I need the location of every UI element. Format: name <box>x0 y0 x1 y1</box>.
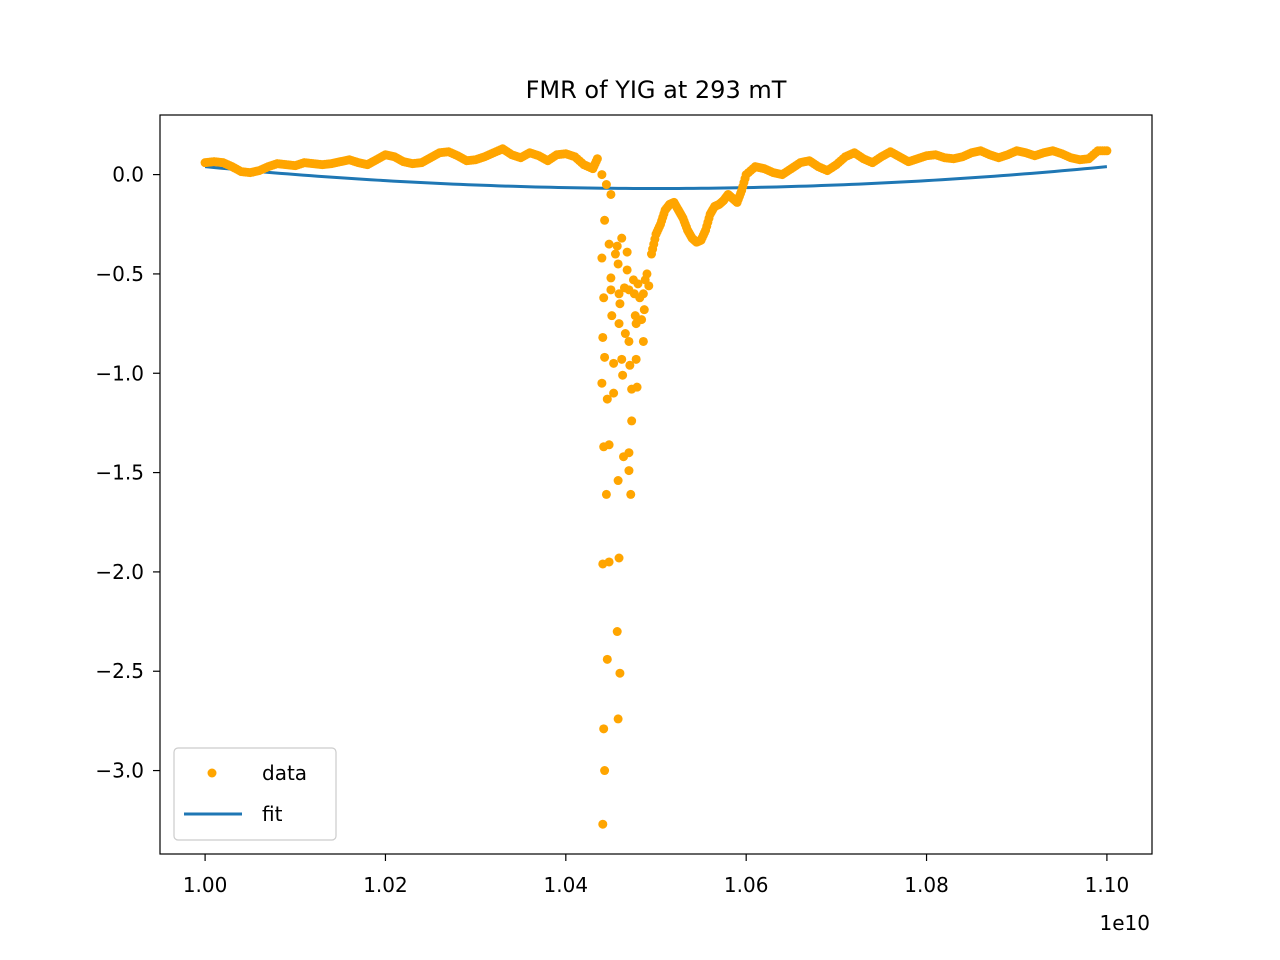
x-tick-label: 1.10 <box>1085 873 1130 897</box>
legend-data-marker <box>207 768 217 778</box>
data-point <box>625 360 635 370</box>
data-point <box>604 239 614 249</box>
data-point <box>597 170 607 180</box>
data-point <box>599 724 609 734</box>
fit-line <box>204 165 1108 190</box>
legend-box <box>173 747 337 841</box>
data-point <box>613 476 623 486</box>
data-point <box>606 285 616 295</box>
y-tick-label: −2.0 <box>95 560 144 584</box>
data-point <box>602 654 612 664</box>
data-point <box>604 440 614 450</box>
legend: data fit <box>173 747 337 841</box>
data-point <box>637 315 647 325</box>
data-point <box>617 354 627 364</box>
axes-frame <box>159 114 1153 855</box>
data-point <box>642 269 652 279</box>
data-point <box>612 627 622 637</box>
data-point <box>597 378 607 388</box>
data-point <box>607 311 617 321</box>
data-point <box>602 394 612 404</box>
x-tick-label: 1.04 <box>544 873 589 897</box>
data-point <box>622 265 632 275</box>
data-point <box>598 332 608 342</box>
data-point <box>632 382 642 392</box>
data-series <box>200 144 1112 829</box>
data-point <box>613 714 623 724</box>
x-tick-label: 1.08 <box>904 873 949 897</box>
data-point <box>617 233 627 243</box>
data-point <box>609 388 619 398</box>
chart-title: FMR of YIG at 293 mT <box>526 76 787 104</box>
data-point <box>614 289 624 299</box>
data-point <box>609 358 619 368</box>
data-point <box>613 259 623 269</box>
x-axis-offset-label: 1e10 <box>1100 911 1150 935</box>
data-point <box>624 336 634 346</box>
y-tick-label: −1.5 <box>95 461 144 485</box>
data-point <box>627 416 637 426</box>
data-point <box>597 253 607 263</box>
data-point <box>639 305 649 315</box>
legend-data-label: data <box>262 761 307 785</box>
y-tick-label: 0.0 <box>112 163 144 187</box>
plot-area <box>200 144 1112 829</box>
x-tick-label: 1.02 <box>363 873 408 897</box>
data-point <box>614 553 624 563</box>
data-point <box>638 289 648 299</box>
data-point <box>633 279 643 289</box>
data-point <box>606 273 616 283</box>
data-point <box>638 336 648 346</box>
data-point <box>614 319 624 329</box>
data-point <box>601 489 611 499</box>
data-point <box>622 247 632 257</box>
data-point <box>601 180 611 190</box>
y-tick-label: −1.0 <box>95 361 144 385</box>
x-axis: 1.00 1.02 1.04 1.06 1.08 1.10 <box>183 854 1129 897</box>
data-point <box>618 370 628 380</box>
data-point <box>600 215 610 225</box>
data-point <box>615 668 625 678</box>
y-tick-label: −3.0 <box>95 759 144 783</box>
data-point <box>626 489 636 499</box>
data-point <box>598 819 608 829</box>
x-tick-label: 1.00 <box>183 873 228 897</box>
x-tick-label: 1.06 <box>724 873 769 897</box>
data-point <box>606 189 616 199</box>
data-point <box>624 466 634 476</box>
data-point <box>612 241 622 251</box>
data-point <box>620 329 630 339</box>
data-point <box>736 188 746 198</box>
data-point <box>610 249 620 259</box>
data-point <box>631 354 641 364</box>
fit-series <box>204 165 1108 190</box>
data-point <box>615 299 625 309</box>
data-point <box>650 234 660 244</box>
data-point <box>600 352 610 362</box>
y-tick-label: −2.5 <box>95 659 144 683</box>
data-point <box>600 766 610 776</box>
data-point <box>599 293 609 303</box>
data-point <box>604 557 614 567</box>
y-axis: 0.0 −0.5 −1.0 −1.5 −2.0 −2.5 −3.0 <box>95 163 160 783</box>
data-point <box>591 156 601 166</box>
legend-fit-label: fit <box>262 802 283 826</box>
y-tick-label: −0.5 <box>95 262 144 286</box>
data-point <box>1100 146 1110 156</box>
data-point <box>624 448 634 458</box>
data-point <box>644 281 654 291</box>
